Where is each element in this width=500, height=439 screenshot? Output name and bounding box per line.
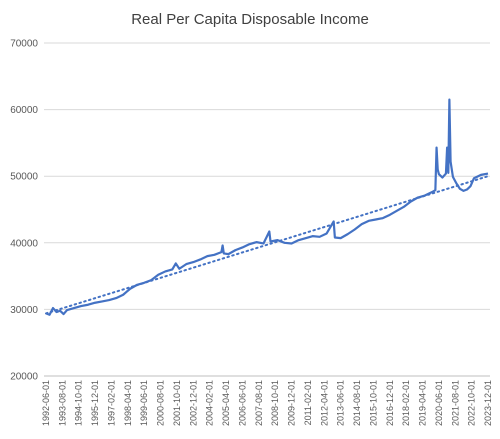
x-tick-label: 2019-04-01	[417, 380, 427, 426]
x-tick-label: 2006-06-01	[237, 380, 247, 426]
trendline	[45, 175, 489, 315]
x-tick-label: 2013-06-01	[336, 380, 346, 426]
x-tick-label: 2004-02-01	[205, 380, 215, 426]
y-tick-label: 60000	[10, 105, 38, 116]
x-tick-label: 1999-06-01	[139, 380, 149, 426]
x-tick-label: 1992-06-01	[41, 380, 51, 426]
x-tick-label: 2002-12-01	[188, 380, 198, 426]
x-tick-label: 2018-02-01	[401, 380, 411, 426]
x-tick-label: 1998-04-01	[123, 380, 133, 426]
x-tick-label: 1993-08-01	[57, 380, 67, 426]
gridlines	[44, 42, 490, 377]
x-tick-label: 2014-08-01	[352, 380, 362, 426]
x-tick-label: 2000-08-01	[156, 380, 166, 426]
x-tick-label: 2021-08-01	[450, 380, 460, 426]
x-tick-label: 1995-12-01	[90, 380, 100, 426]
chart-title: Real Per Capita Disposable Income	[131, 11, 369, 28]
y-tick-label: 30000	[10, 305, 38, 316]
x-tick-label: 2016-12-01	[385, 380, 395, 426]
x-tick-label: 2020-06-01	[434, 380, 444, 426]
y-tick-label: 50000	[10, 172, 38, 183]
x-tick-label: 2005-04-01	[221, 380, 231, 426]
income-series-line	[45, 98, 489, 316]
y-tick-label: 20000	[10, 372, 38, 383]
x-tick-label: 2023-12-01	[483, 380, 493, 426]
x-tick-label: 2007-08-01	[254, 380, 264, 426]
x-tick-label: 1997-02-01	[107, 380, 117, 426]
x-tick-label: 2012-04-01	[319, 380, 329, 426]
x-tick-label: 2015-10-01	[368, 380, 378, 426]
x-tick-label: 2008-10-01	[270, 380, 280, 426]
series-layer	[45, 98, 489, 316]
x-tick-label: 2009-12-01	[287, 380, 297, 426]
y-axis-ticks: 20000 30000 40000 50000 60000 70000	[10, 39, 38, 383]
y-tick-label: 40000	[10, 238, 38, 249]
x-tick-label: 1994-10-01	[74, 380, 84, 426]
x-tick-label: 2011-02-01	[303, 380, 313, 425]
x-tick-label: 2001-10-01	[172, 380, 182, 426]
x-tick-label: 2022-10-01	[467, 380, 477, 426]
y-tick-label: 70000	[10, 39, 38, 50]
x-axis-ticks: 1992-06-01 1993-08-01 1994-10-01 1995-12-01…	[41, 380, 493, 426]
